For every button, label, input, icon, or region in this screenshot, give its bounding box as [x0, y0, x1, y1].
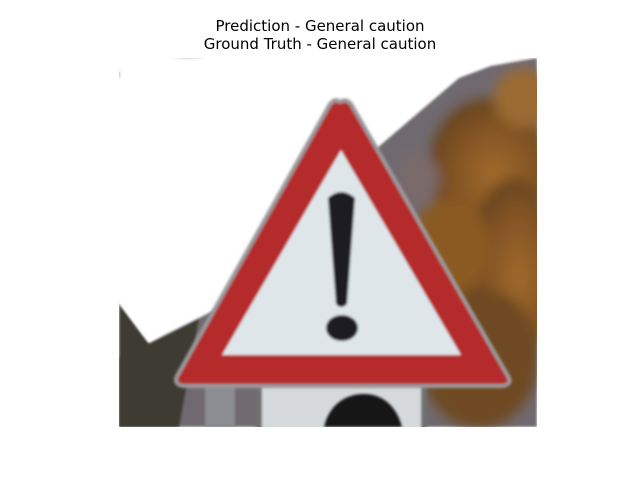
sign-photo-svg [119, 58, 537, 427]
dark-wall [119, 303, 199, 427]
warning-sign [173, 98, 512, 388]
title-ground-truth: Ground Truth - General caution [203, 35, 437, 53]
lower-plate-symbol [324, 394, 402, 427]
sign-photo [119, 58, 537, 427]
exclamation-dot [326, 315, 358, 341]
exclamation-bar [328, 192, 355, 307]
title-prediction: Prediction - General caution [215, 17, 425, 35]
